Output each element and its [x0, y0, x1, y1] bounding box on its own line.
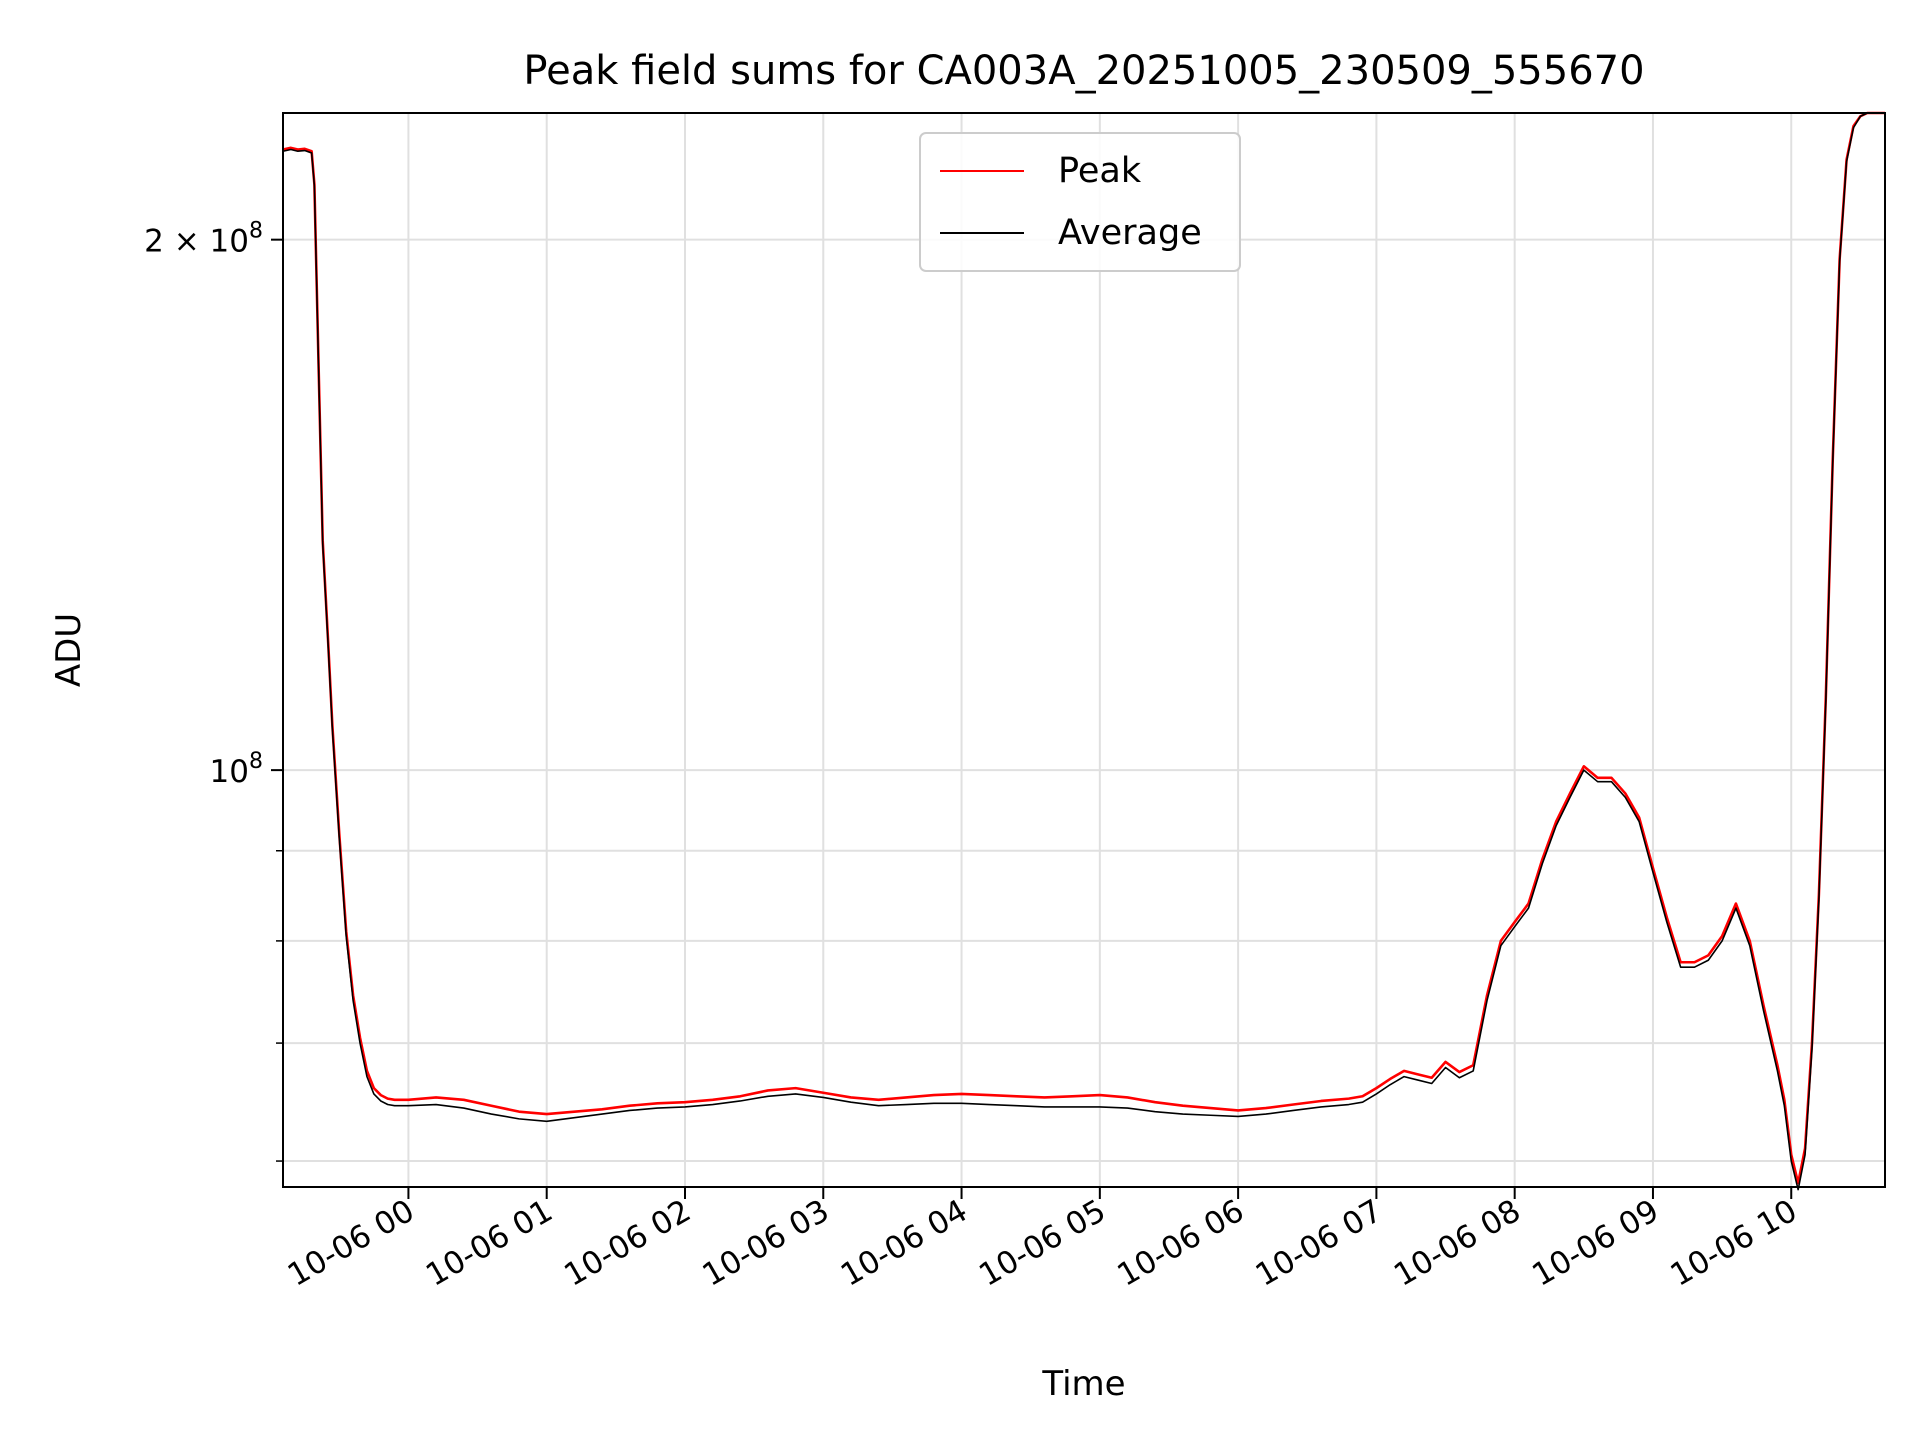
grid-layer [283, 113, 1885, 1187]
y-tick-label-exponent: 8 [249, 219, 263, 244]
y-axis-label: ADU [49, 613, 89, 687]
series-line-average [282, 112, 1885, 1191]
legend-label-peak: Peak [1058, 151, 1142, 191]
y-tick-label: 108 [210, 749, 263, 790]
series-line-peak [282, 111, 1885, 1185]
y-tick-label-coefficient: 2 × [144, 224, 209, 260]
y-tick-label-base: 10 [210, 754, 249, 790]
y-tick-label-exponent: 8 [249, 749, 263, 774]
legend: Peak Average [919, 132, 1241, 272]
plot-frame [282, 112, 1886, 1188]
y-tick-label-base: 10 [210, 224, 249, 260]
legend-box [919, 132, 1241, 272]
chart-title: Peak field sums for CA003A_20251005_2305… [523, 48, 1644, 94]
x-axis-label: Time [1041, 1364, 1125, 1404]
series-layer [282, 111, 1885, 1191]
legend-label-average: Average [1058, 213, 1202, 253]
y-tick-label: 2 × 108 [144, 219, 263, 260]
